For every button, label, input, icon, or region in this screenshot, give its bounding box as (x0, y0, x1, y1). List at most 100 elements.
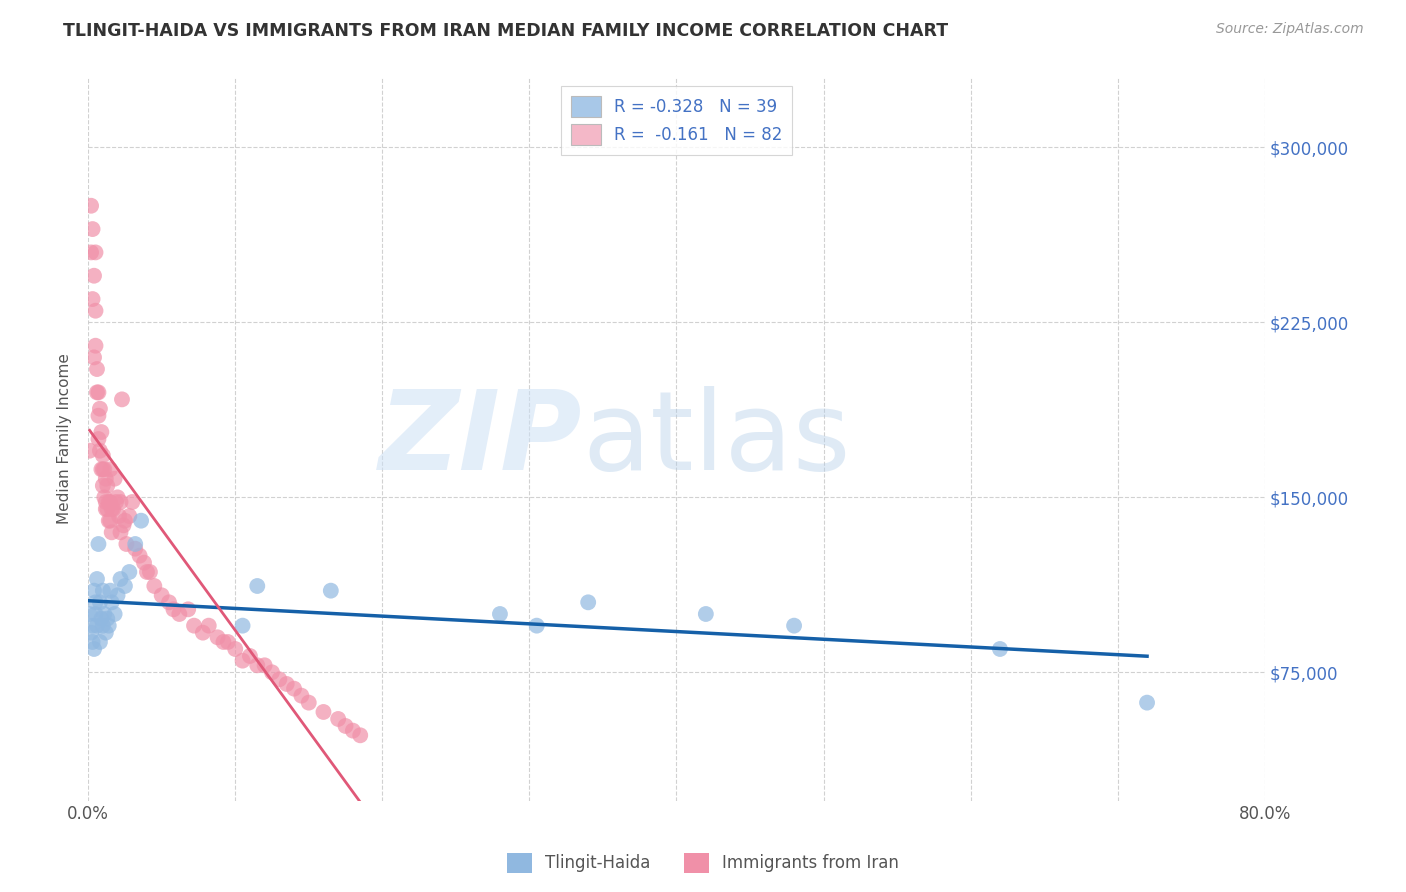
Point (110, 525, 132, 540)
Point (128, 549, 150, 563)
Point (83, 268, 105, 283)
Point (114, 579, 136, 593)
Point (124, 537, 146, 551)
Point (576, 595, 599, 609)
Point (84, 303, 107, 318)
Point (79, 443, 101, 458)
Point (100, 502, 122, 516)
Point (91, 478, 114, 492)
Point (90, 462, 112, 476)
Point (93, 462, 115, 476)
Point (96, 502, 118, 516)
Point (91, 462, 114, 476)
Point (136, 565, 159, 579)
Point (87, 385, 110, 400)
Point (86, 385, 108, 400)
Point (105, 495, 128, 509)
Point (98, 583, 121, 598)
Point (82, 222, 104, 236)
Point (89, 595, 111, 609)
Point (349, 728, 371, 742)
Point (91, 583, 114, 598)
Legend: R = -0.328   N = 39, R =  -0.161   N = 82: R = -0.328 N = 39, R = -0.161 N = 82 (561, 86, 793, 155)
Point (246, 658, 269, 673)
Point (110, 572, 132, 586)
Point (89, 401, 111, 416)
Point (84, 339, 107, 353)
Point (89, 635, 111, 649)
Point (253, 658, 276, 673)
Point (232, 654, 254, 668)
Point (97, 495, 120, 509)
Point (191, 625, 214, 640)
Point (96, 478, 118, 492)
Point (183, 618, 205, 632)
Point (115, 537, 138, 551)
Point (101, 502, 124, 516)
Point (86, 618, 108, 632)
Point (87, 409, 110, 423)
Point (86, 362, 108, 376)
Point (87, 537, 110, 551)
Text: ZIP: ZIP (378, 385, 582, 492)
Point (87, 432, 110, 446)
Point (328, 712, 350, 726)
Point (239, 648, 262, 663)
Point (121, 495, 143, 509)
Point (94, 625, 117, 640)
Point (157, 595, 180, 609)
Point (177, 602, 200, 616)
Point (108, 508, 131, 523)
Point (100, 525, 122, 540)
Point (143, 579, 166, 593)
Point (695, 607, 717, 621)
Point (82, 635, 104, 649)
Point (104, 472, 127, 486)
Point (260, 665, 283, 680)
Point (217, 635, 239, 649)
Point (212, 635, 235, 649)
Point (169, 607, 191, 621)
Point (162, 602, 184, 616)
Point (269, 673, 291, 687)
Point (139, 565, 162, 579)
Point (107, 588, 129, 602)
Point (97, 618, 120, 632)
Point (988, 642, 1011, 657)
Point (197, 618, 219, 632)
Point (104, 607, 127, 621)
Point (83, 642, 105, 657)
Point (112, 518, 135, 533)
Text: TLINGIT-HAIDA VS IMMIGRANTS FROM IRAN MEDIAN FAMILY INCOME CORRELATION CHART: TLINGIT-HAIDA VS IMMIGRANTS FROM IRAN ME… (63, 22, 949, 40)
Point (132, 556, 155, 570)
Point (97, 514, 120, 528)
Point (298, 696, 321, 710)
Point (232, 618, 254, 632)
Point (100, 595, 122, 609)
Point (319, 583, 342, 598)
Point (1136, 696, 1159, 710)
Point (84, 245, 107, 260)
Point (526, 618, 548, 632)
Point (124, 541, 146, 556)
Point (91, 448, 114, 462)
Text: atlas: atlas (582, 385, 851, 492)
Point (82, 618, 104, 632)
Y-axis label: Median Family Income: Median Family Income (58, 353, 72, 524)
Point (98, 495, 121, 509)
Point (224, 642, 246, 657)
Point (94, 472, 117, 486)
Point (84, 595, 107, 609)
Point (335, 719, 357, 733)
Point (98, 514, 121, 528)
Point (246, 579, 269, 593)
Point (86, 572, 108, 586)
Point (79, 607, 101, 621)
Point (91, 618, 114, 632)
Point (82, 292, 104, 306)
Point (89, 443, 111, 458)
Point (150, 588, 173, 602)
Point (94, 502, 117, 516)
Point (489, 607, 512, 621)
Point (283, 681, 305, 696)
